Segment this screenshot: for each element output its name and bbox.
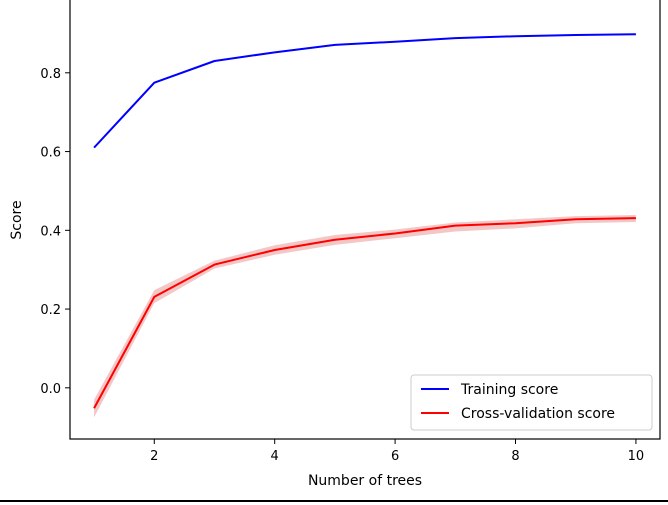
x-tick-label: 6	[391, 449, 399, 464]
training-score-line	[93, 33, 636, 149]
confidence-bands	[94, 33, 636, 418]
x-tick-label: 4	[271, 449, 279, 464]
y-tick-label: 0.2	[40, 303, 61, 318]
x-axis-label: Number of trees	[308, 473, 422, 489]
y-tick-label: 0.4	[40, 224, 61, 239]
legend: Training score Cross-validation score	[410, 374, 653, 431]
legend-label: Cross-validation score	[461, 406, 615, 422]
y-tick-label: 0.6	[40, 146, 61, 161]
cross-validation-score-line	[93, 217, 636, 409]
legend-box	[410, 374, 653, 431]
y-axis-label: Score	[9, 200, 25, 239]
y-tick-label: 0.8	[40, 67, 61, 82]
x-tick-label: 10	[628, 449, 645, 464]
plot-frame	[69, 0, 661, 440]
x-axis-ticks: 2 4 6 8 10	[150, 439, 644, 464]
training-score-band	[94, 33, 636, 149]
legend-label: Training score	[460, 382, 558, 398]
x-tick-label: 8	[511, 449, 519, 464]
series-lines	[93, 33, 636, 409]
y-tick-label: 0.0	[40, 382, 61, 397]
x-tick-label: 2	[150, 449, 158, 464]
y-axis-ticks: 0.0 0.2 0.4 0.6 0.8	[40, 67, 70, 397]
